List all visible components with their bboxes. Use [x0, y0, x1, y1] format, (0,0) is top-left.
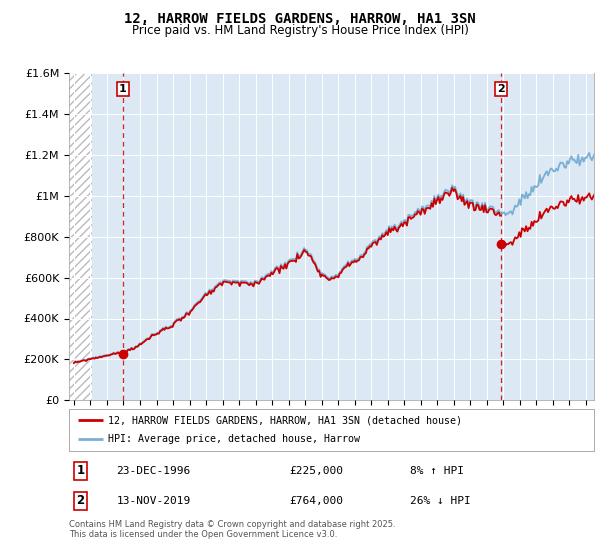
Text: HPI: Average price, detached house, Harrow: HPI: Average price, detached house, Harr… — [109, 435, 361, 445]
Text: 2: 2 — [497, 84, 505, 94]
Text: 26% ↓ HPI: 26% ↓ HPI — [410, 496, 471, 506]
Text: 12, HARROW FIELDS GARDENS, HARROW, HA1 3SN: 12, HARROW FIELDS GARDENS, HARROW, HA1 3… — [124, 12, 476, 26]
Text: 23-DEC-1996: 23-DEC-1996 — [116, 466, 191, 476]
Text: 1: 1 — [119, 84, 127, 94]
Bar — [69, 73, 92, 400]
Text: Contains HM Land Registry data © Crown copyright and database right 2025.
This d: Contains HM Land Registry data © Crown c… — [69, 520, 395, 539]
Text: 1: 1 — [76, 464, 85, 478]
Text: 12, HARROW FIELDS GARDENS, HARROW, HA1 3SN (detached house): 12, HARROW FIELDS GARDENS, HARROW, HA1 3… — [109, 415, 463, 425]
Text: 13-NOV-2019: 13-NOV-2019 — [116, 496, 191, 506]
Text: Price paid vs. HM Land Registry's House Price Index (HPI): Price paid vs. HM Land Registry's House … — [131, 24, 469, 36]
Text: £225,000: £225,000 — [290, 466, 343, 476]
Bar — [69, 73, 92, 400]
Text: £764,000: £764,000 — [290, 496, 343, 506]
Text: 8% ↑ HPI: 8% ↑ HPI — [410, 466, 464, 476]
Text: 2: 2 — [76, 494, 85, 507]
